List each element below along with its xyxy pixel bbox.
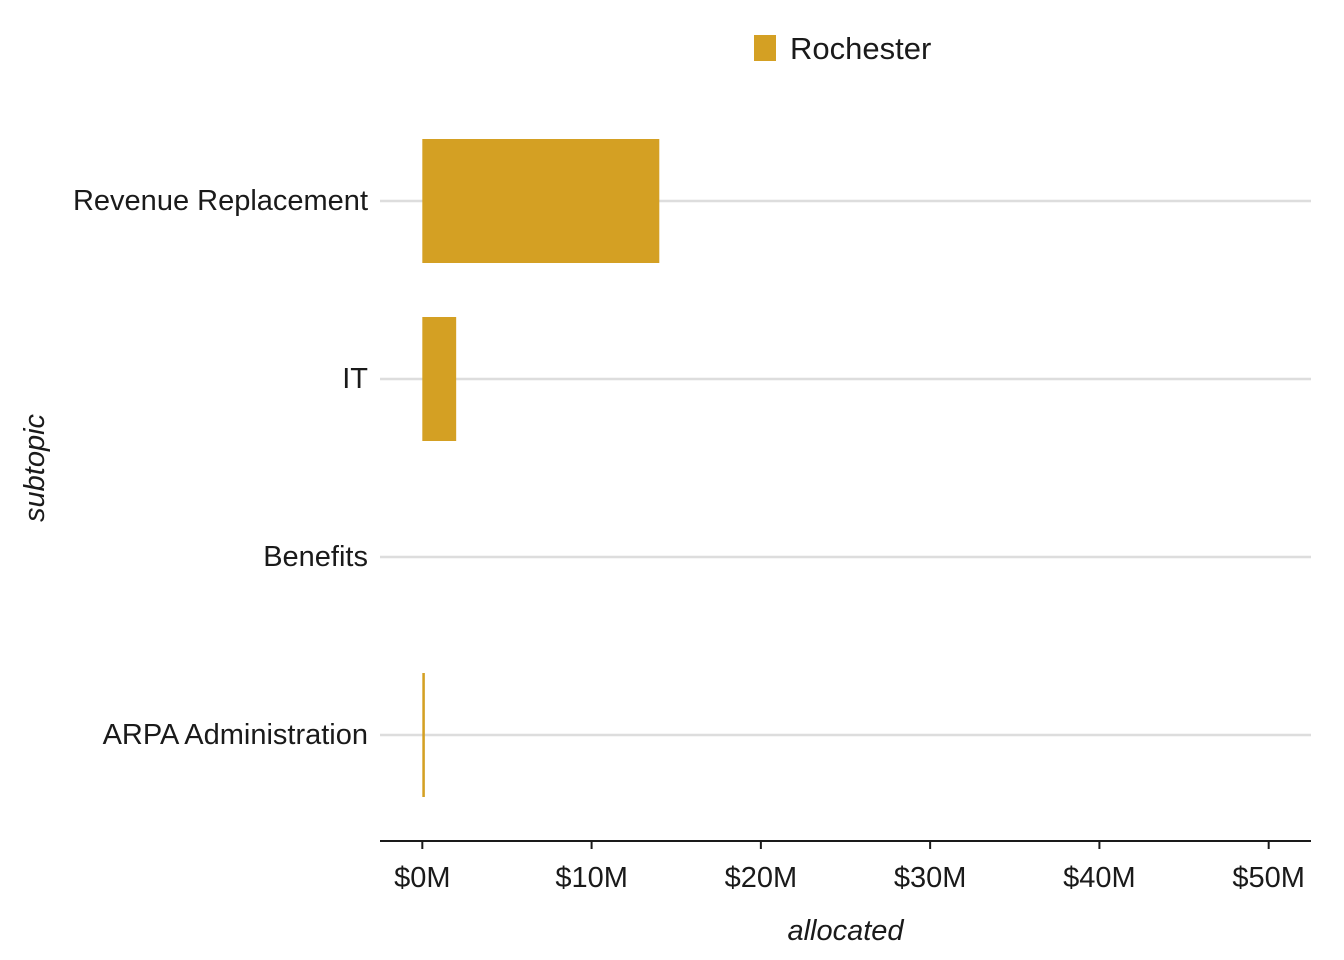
gridlines xyxy=(380,199,1311,737)
x-tick-label: $30M xyxy=(894,862,967,894)
y-axis-title: subtopic xyxy=(19,413,51,522)
x-axis-title: allocated xyxy=(787,915,904,947)
bar-revenue-replacement xyxy=(422,139,660,263)
y-tick-label: ARPA Administration xyxy=(103,719,368,751)
x-tick-label: $10M xyxy=(555,862,628,894)
y-axis-tick-labels: Revenue Replacement IT Benefits ARPA Admini… xyxy=(73,185,368,751)
x-tick-label: $20M xyxy=(725,862,798,894)
legend-swatch-rochester xyxy=(754,35,776,61)
legend-label-rochester: Rochester xyxy=(790,31,931,66)
x-tick-label: $0M xyxy=(394,862,450,894)
y-tick-label: Revenue Replacement xyxy=(73,185,368,217)
y-tick-label: Benefits xyxy=(263,541,368,573)
bars xyxy=(422,139,660,797)
bar-arpa-administration xyxy=(422,673,425,797)
legend: Rochester xyxy=(754,31,931,66)
x-tick-label: $50M xyxy=(1232,862,1305,894)
x-axis-ticks: $0M $10M $20M $30M $40M $50M xyxy=(394,841,1305,894)
bar-it xyxy=(422,317,457,441)
x-tick-label: $40M xyxy=(1063,862,1136,894)
y-tick-label: IT xyxy=(342,363,368,395)
